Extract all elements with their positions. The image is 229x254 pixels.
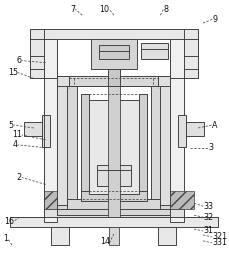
Text: 3: 3 <box>207 143 212 152</box>
Bar <box>158 76 170 215</box>
Bar <box>41 115 49 147</box>
Text: A: A <box>211 120 216 130</box>
Bar <box>181 122 203 136</box>
Bar <box>91 39 136 69</box>
Text: 6: 6 <box>17 56 22 65</box>
Bar <box>24 122 45 136</box>
Text: 31: 31 <box>202 227 212 235</box>
Bar <box>89 100 138 194</box>
Text: 2: 2 <box>16 173 22 182</box>
Text: 9: 9 <box>212 14 217 24</box>
Bar <box>97 165 130 186</box>
Bar <box>43 191 67 209</box>
Text: 331: 331 <box>211 238 226 247</box>
Bar <box>99 45 128 59</box>
Bar <box>138 94 146 201</box>
Bar <box>177 115 185 147</box>
Text: 14: 14 <box>99 237 109 246</box>
Bar <box>140 43 168 59</box>
Text: 1: 1 <box>3 234 8 243</box>
Bar <box>170 191 193 209</box>
Bar <box>51 227 69 245</box>
Bar <box>57 76 170 86</box>
Bar <box>67 86 77 209</box>
Bar <box>43 39 57 222</box>
Bar <box>67 199 160 209</box>
Text: 321: 321 <box>211 232 226 241</box>
Bar <box>10 217 217 227</box>
Bar <box>107 69 119 86</box>
Bar <box>183 29 197 78</box>
Text: 5: 5 <box>9 120 14 130</box>
Bar <box>107 86 119 217</box>
Text: 4: 4 <box>13 140 18 149</box>
Text: 33: 33 <box>202 202 212 211</box>
Text: 32: 32 <box>202 213 212 222</box>
Text: 10: 10 <box>98 5 109 14</box>
Bar <box>57 76 69 215</box>
Text: 11: 11 <box>12 130 22 139</box>
Bar <box>30 29 197 39</box>
Text: 16: 16 <box>4 217 14 226</box>
Text: 7: 7 <box>70 5 75 14</box>
Bar <box>43 209 183 217</box>
Bar <box>109 227 118 245</box>
Bar <box>30 29 43 78</box>
Bar <box>158 227 175 245</box>
Bar <box>57 205 170 215</box>
Bar <box>170 39 183 222</box>
Bar <box>81 191 146 201</box>
Bar <box>150 86 160 209</box>
Text: 8: 8 <box>163 5 168 14</box>
Bar <box>81 94 89 201</box>
Text: 15: 15 <box>8 68 18 77</box>
